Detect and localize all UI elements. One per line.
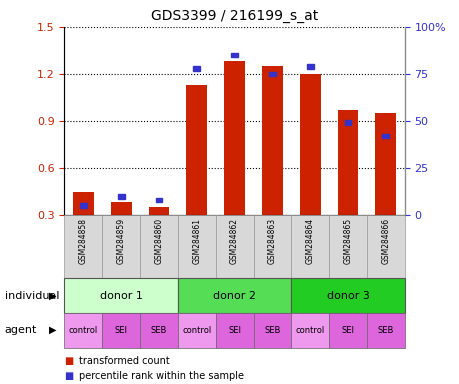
Title: GDS3399 / 216199_s_at: GDS3399 / 216199_s_at: [151, 9, 318, 23]
Bar: [73, 192, 94, 215]
Bar: [299, 74, 320, 215]
Text: GSM284861: GSM284861: [192, 218, 201, 264]
Text: GSM284862: GSM284862: [230, 218, 239, 264]
Text: GSM284859: GSM284859: [117, 218, 125, 264]
Text: agent: agent: [5, 325, 37, 335]
FancyBboxPatch shape: [291, 215, 329, 278]
FancyBboxPatch shape: [291, 313, 329, 348]
Bar: [148, 207, 169, 215]
FancyBboxPatch shape: [64, 313, 102, 348]
Bar: [118, 194, 124, 199]
Bar: [80, 203, 87, 208]
FancyBboxPatch shape: [64, 215, 102, 278]
Text: SEI: SEI: [114, 326, 127, 335]
Text: control: control: [68, 326, 98, 335]
Text: transformed count: transformed count: [79, 356, 169, 366]
Bar: [186, 85, 207, 215]
FancyBboxPatch shape: [102, 313, 140, 348]
FancyBboxPatch shape: [178, 313, 215, 348]
FancyBboxPatch shape: [64, 278, 178, 313]
FancyBboxPatch shape: [140, 215, 178, 278]
Text: SEB: SEB: [377, 326, 393, 335]
FancyBboxPatch shape: [366, 215, 404, 278]
Bar: [231, 53, 237, 58]
Text: GSM284860: GSM284860: [154, 218, 163, 264]
FancyBboxPatch shape: [329, 313, 366, 348]
Bar: [193, 66, 200, 71]
Text: SEI: SEI: [228, 326, 241, 335]
Text: SEB: SEB: [151, 326, 167, 335]
Text: ■: ■: [64, 371, 73, 381]
FancyBboxPatch shape: [253, 313, 291, 348]
Text: GSM284863: GSM284863: [267, 218, 276, 264]
Bar: [337, 110, 358, 215]
Text: control: control: [295, 326, 324, 335]
Text: control: control: [182, 326, 211, 335]
Text: donor 3: donor 3: [326, 291, 369, 301]
Bar: [381, 134, 388, 138]
FancyBboxPatch shape: [253, 215, 291, 278]
Bar: [224, 61, 245, 215]
Text: GSM284865: GSM284865: [343, 218, 352, 264]
Bar: [262, 66, 282, 215]
Text: donor 1: donor 1: [100, 291, 142, 301]
FancyBboxPatch shape: [178, 278, 291, 313]
FancyBboxPatch shape: [291, 278, 404, 313]
FancyBboxPatch shape: [366, 313, 404, 348]
Text: GSM284858: GSM284858: [78, 218, 88, 264]
Bar: [111, 202, 131, 215]
FancyBboxPatch shape: [215, 215, 253, 278]
FancyBboxPatch shape: [140, 313, 178, 348]
Text: GSM284866: GSM284866: [381, 218, 390, 264]
Bar: [155, 198, 162, 202]
FancyBboxPatch shape: [329, 215, 366, 278]
Bar: [306, 64, 313, 69]
Text: ▶: ▶: [49, 325, 56, 335]
Bar: [375, 113, 396, 215]
FancyBboxPatch shape: [178, 215, 215, 278]
Text: donor 2: donor 2: [213, 291, 256, 301]
Text: GSM284864: GSM284864: [305, 218, 314, 264]
Text: ■: ■: [64, 356, 73, 366]
Text: percentile rank within the sample: percentile rank within the sample: [79, 371, 244, 381]
Text: ▶: ▶: [49, 291, 56, 301]
Text: SEB: SEB: [263, 326, 280, 335]
Bar: [269, 71, 275, 76]
Text: individual: individual: [5, 291, 59, 301]
FancyBboxPatch shape: [102, 215, 140, 278]
FancyBboxPatch shape: [215, 313, 253, 348]
Text: SEI: SEI: [341, 326, 354, 335]
Bar: [344, 121, 351, 125]
